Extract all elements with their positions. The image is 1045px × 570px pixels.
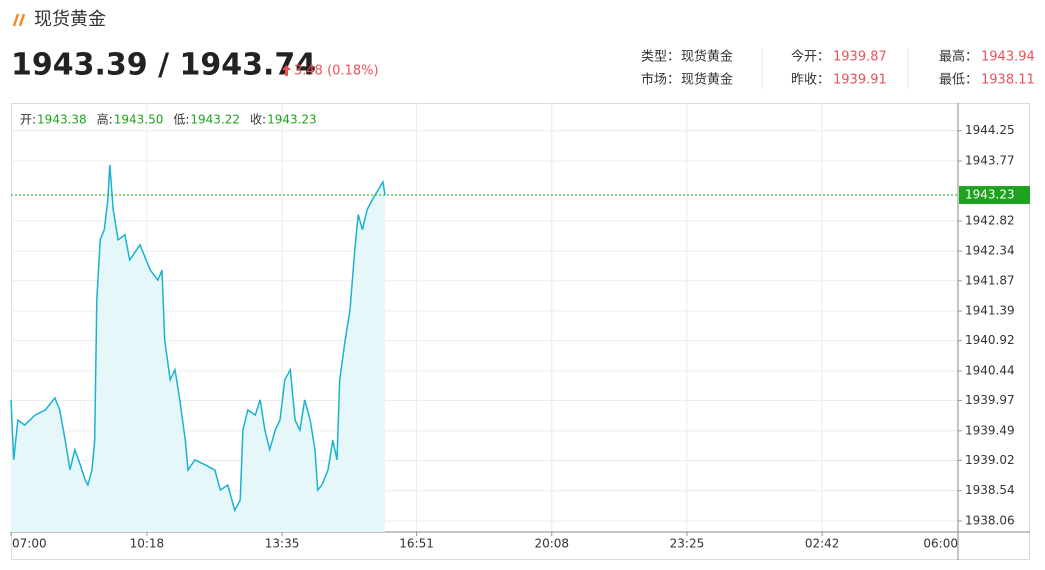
x-tick-label: 07:00	[12, 537, 47, 551]
info-value: 1939.91	[833, 73, 887, 88]
info-label: 最高：	[939, 49, 978, 65]
info-label: 昨收：	[791, 73, 830, 88]
y-tick-label: 1943.77	[965, 153, 1015, 167]
info-label: 市场：	[641, 72, 680, 88]
up-arrow	[282, 65, 291, 76]
y-tick-label: 1940.92	[965, 333, 1015, 347]
ohlc-label: 高:	[97, 112, 113, 127]
info-label: 今开：	[791, 49, 830, 65]
x-tick-label: 10:18	[130, 537, 165, 551]
info-value: 现货黄金	[681, 49, 733, 65]
last-price-label: 1943.23	[965, 188, 1015, 202]
ohlc-value: 1943.50	[114, 113, 164, 127]
info-value: 1938.11	[981, 73, 1035, 88]
ohlc-label: 收:	[250, 113, 266, 127]
info-label: 类型：	[641, 50, 680, 65]
info-value: 1939.87	[833, 50, 887, 65]
y-tick-label: 1939.97	[965, 393, 1015, 407]
y-tick-label: 1942.82	[965, 213, 1015, 227]
page-title: 现货黄金	[34, 9, 106, 30]
ohlc-label: 开:	[20, 113, 36, 127]
x-tick-label: 13:35	[265, 537, 300, 551]
info-value: 1943.94	[981, 50, 1035, 65]
last-price-tag	[959, 186, 1030, 205]
info-value: 现货黄金	[681, 72, 733, 88]
x-tick-label: 16:51	[399, 537, 434, 551]
x-tick-label: 20:08	[534, 537, 569, 551]
y-tick-label: 1938.06	[965, 513, 1015, 527]
y-tick-label: 1944.25	[965, 123, 1015, 137]
x-tick-label: 23:25	[670, 537, 705, 551]
bid-ask-price: 1943.39 / 1943.74	[11, 48, 316, 83]
y-tick-label: 1939.49	[965, 423, 1015, 437]
x-tick-label: 06:00	[923, 537, 958, 551]
chart: 1944.25 1943.77 1942.82 1942.34 1941.87 1941.…	[10, 103, 1030, 560]
price-line	[10, 164, 386, 513]
area-fill	[11, 164, 385, 533]
chart-frame	[11, 103, 1030, 560]
y-tick-label: 1939.02	[965, 453, 1015, 467]
ohlc-value: 1943.38	[37, 113, 87, 127]
y-tick-label: 1940.44	[965, 363, 1015, 377]
ohlc-label: 低:	[173, 113, 189, 127]
x-tick-label: 02:42	[805, 537, 840, 551]
y-tick-label: 1938.54	[965, 483, 1015, 497]
y-tick-label: 1942.34	[965, 244, 1015, 258]
y-tick-label: 1941.39	[965, 304, 1015, 318]
price-change: 3.48 (0.18%)	[294, 64, 379, 79]
brand-icon	[12, 13, 26, 27]
y-tick-label: 1941.87	[965, 273, 1015, 287]
ohlc-value: 1943.22	[190, 113, 240, 127]
ohlc-value: 1943.23	[267, 113, 317, 127]
info-label: 最低：	[939, 73, 978, 88]
